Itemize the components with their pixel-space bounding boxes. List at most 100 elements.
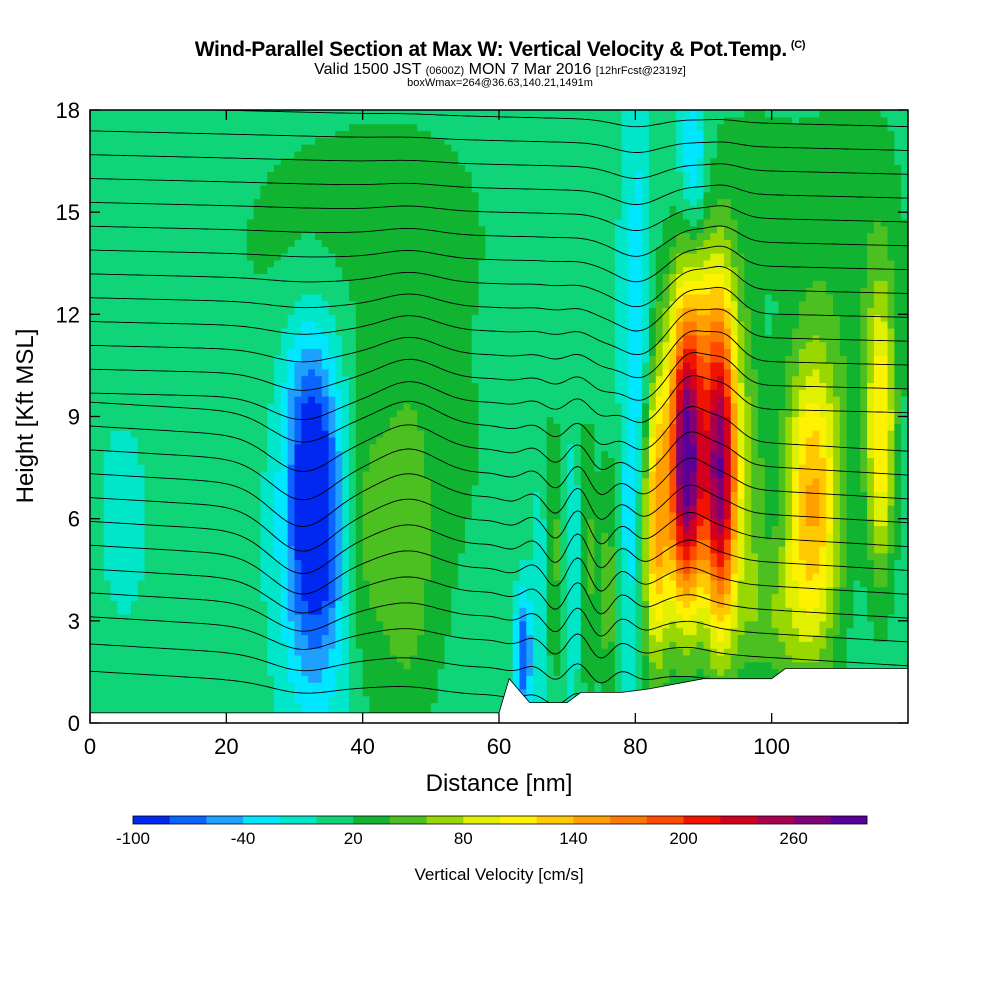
velocity-cell bbox=[430, 695, 439, 704]
velocity-cell bbox=[464, 573, 473, 581]
velocity-cell bbox=[383, 327, 391, 336]
velocity-cell bbox=[253, 593, 262, 601]
velocity-cell bbox=[226, 539, 234, 547]
velocity-cell bbox=[219, 266, 227, 275]
velocity-cell bbox=[349, 695, 357, 704]
velocity-cell bbox=[451, 491, 459, 499]
velocity-cell bbox=[417, 416, 425, 424]
velocity-cell bbox=[274, 573, 282, 581]
velocity-cell bbox=[185, 225, 193, 234]
velocity-cell bbox=[178, 334, 187, 343]
velocity-cell bbox=[369, 253, 377, 261]
velocity-cell bbox=[362, 198, 371, 206]
velocity-cell bbox=[178, 559, 187, 567]
velocity-cell bbox=[383, 314, 391, 322]
velocity-cell bbox=[124, 648, 132, 656]
velocity-cell bbox=[267, 198, 275, 206]
velocity-cell bbox=[437, 164, 446, 172]
velocity-cell bbox=[355, 253, 364, 261]
velocity-cell bbox=[233, 259, 241, 268]
velocity-cell bbox=[110, 539, 118, 547]
velocity-cell bbox=[464, 627, 473, 636]
velocity-cell bbox=[158, 375, 166, 384]
velocity-cell bbox=[253, 293, 262, 302]
velocity-cell bbox=[369, 178, 377, 186]
velocity-cell bbox=[185, 586, 193, 595]
velocity-cell bbox=[219, 545, 227, 554]
velocity-cell bbox=[355, 675, 364, 683]
velocity-cell bbox=[389, 246, 398, 254]
velocity-cell bbox=[246, 334, 255, 343]
velocity-cell bbox=[130, 191, 139, 200]
velocity-cell bbox=[287, 232, 296, 241]
velocity-cell bbox=[301, 287, 309, 295]
velocity-cell bbox=[233, 205, 241, 213]
velocity-cell bbox=[301, 273, 309, 281]
velocity-cell bbox=[314, 191, 323, 200]
velocity-cell bbox=[294, 402, 302, 411]
velocity-cell bbox=[199, 280, 207, 288]
velocity-cell bbox=[144, 443, 152, 452]
velocity-cell bbox=[130, 246, 139, 254]
velocity-cell bbox=[389, 586, 398, 595]
velocity-cell bbox=[383, 389, 391, 397]
velocity-cell bbox=[301, 675, 309, 683]
velocity-cell bbox=[267, 321, 275, 329]
velocity-cell bbox=[239, 205, 248, 213]
velocity-cell bbox=[185, 321, 193, 329]
velocity-cell bbox=[151, 355, 159, 363]
velocity-cell bbox=[451, 232, 459, 241]
velocity-cell bbox=[287, 470, 296, 479]
velocity-cell bbox=[246, 423, 255, 431]
velocity-cell bbox=[246, 150, 255, 159]
velocity-cell bbox=[464, 470, 473, 479]
velocity-cell bbox=[96, 682, 105, 690]
velocity-cell bbox=[96, 321, 105, 329]
velocity-cell bbox=[342, 423, 350, 431]
velocity-cell bbox=[260, 532, 268, 540]
velocity-cell bbox=[130, 620, 139, 629]
velocity-cell bbox=[314, 246, 323, 254]
velocity-cell bbox=[130, 675, 139, 683]
velocity-cell bbox=[103, 627, 112, 636]
velocity-cell bbox=[335, 470, 343, 479]
velocity-cell bbox=[294, 702, 302, 710]
velocity-cell bbox=[349, 525, 357, 533]
velocity-cell bbox=[328, 593, 336, 601]
velocity-cell bbox=[308, 157, 316, 166]
velocity-cell bbox=[199, 559, 207, 567]
velocity-cell bbox=[376, 423, 384, 431]
velocity-cell bbox=[246, 307, 255, 315]
velocity-cell bbox=[171, 396, 180, 404]
velocity-cell bbox=[233, 348, 241, 356]
velocity-cell bbox=[389, 552, 398, 561]
velocity-cell bbox=[430, 511, 439, 520]
velocity-cell bbox=[335, 389, 343, 397]
velocity-cell bbox=[287, 239, 296, 247]
velocity-cell bbox=[362, 293, 371, 302]
velocity-cell bbox=[90, 423, 98, 431]
velocity-cell bbox=[396, 627, 405, 636]
velocity-cell bbox=[226, 450, 234, 458]
velocity-cell bbox=[383, 171, 391, 179]
velocity-cell bbox=[458, 654, 466, 663]
velocity-cell bbox=[144, 634, 152, 642]
velocity-cell bbox=[219, 552, 227, 561]
velocity-cell bbox=[130, 470, 139, 479]
velocity-cell bbox=[117, 682, 125, 690]
velocity-cell bbox=[328, 545, 336, 554]
velocity-cell bbox=[301, 457, 309, 465]
velocity-cell bbox=[246, 607, 255, 615]
velocity-cell bbox=[253, 123, 262, 132]
velocity-cell bbox=[274, 246, 282, 254]
velocity-cell bbox=[130, 239, 139, 247]
velocity-cell bbox=[403, 164, 411, 172]
velocity-cell bbox=[124, 382, 132, 390]
velocity-cell bbox=[417, 246, 425, 254]
velocity-cell bbox=[117, 246, 125, 254]
velocity-cell bbox=[117, 661, 125, 670]
velocity-cell bbox=[199, 266, 207, 275]
velocity-cell bbox=[349, 654, 357, 663]
velocity-cell bbox=[192, 416, 200, 424]
velocity-cell bbox=[219, 144, 227, 152]
